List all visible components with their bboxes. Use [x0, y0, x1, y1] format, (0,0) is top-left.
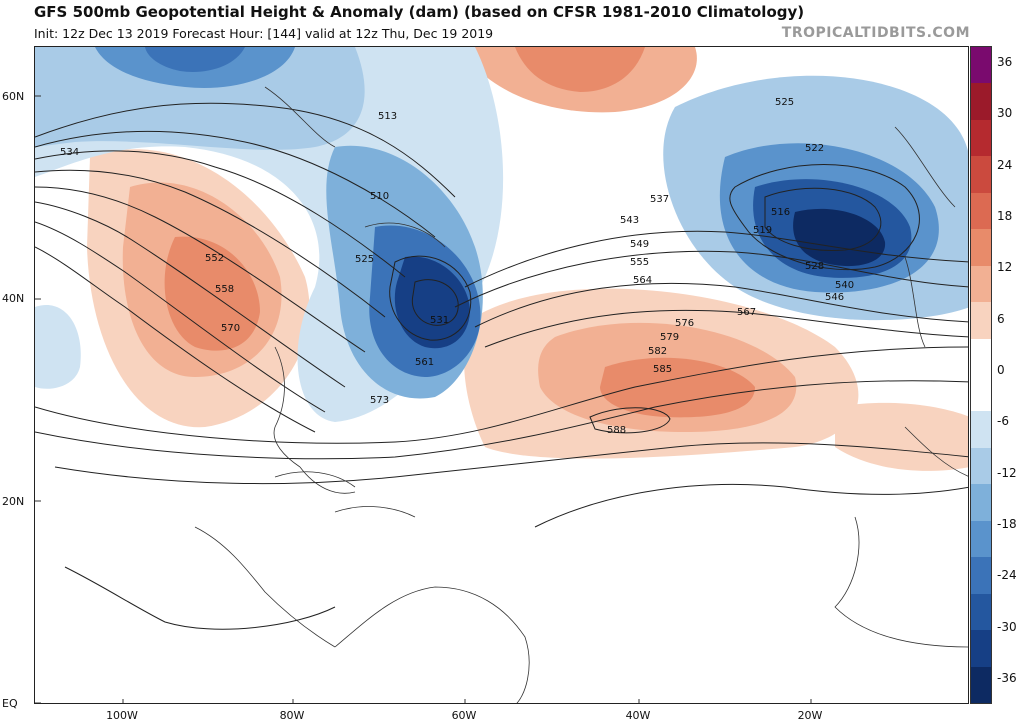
- contour-label: 558: [215, 284, 234, 295]
- colorbar-tick-label: 6: [997, 311, 1005, 326]
- colorbar-tick-label: 36: [997, 55, 1013, 69]
- colorbar-segment: [971, 593, 991, 631]
- contour-label: 561: [415, 357, 434, 368]
- lon-label-20w: 20W: [797, 709, 823, 722]
- negative-anomaly-fields: [35, 47, 968, 422]
- contour-label: 576: [675, 318, 694, 329]
- contour-label: 540: [835, 280, 854, 291]
- contour-label: 588: [607, 425, 626, 436]
- positive-anomaly-fields: [87, 47, 968, 471]
- colorbar-tick-label: 24: [997, 157, 1013, 172]
- lat-label-eq: EQ: [2, 697, 18, 710]
- contour-label: 555: [630, 257, 649, 268]
- contour-label: 546: [825, 292, 844, 303]
- colorbar-segment: [971, 520, 991, 558]
- colorbar-segment: [971, 83, 991, 121]
- contour-label: 513: [378, 111, 397, 122]
- anomaly-map-svg: 513 510 525 516 519 522 525 528 531 534 …: [35, 47, 968, 703]
- contour-labels: 513 510 525 516 519 522 525 528 531 534 …: [60, 97, 854, 436]
- colorbar-segment: [971, 557, 991, 595]
- contour-label: 525: [355, 254, 374, 265]
- lat-label-60n: 60N: [2, 90, 25, 103]
- watermark: TROPICALTIDBITS.COM: [781, 25, 970, 41]
- contour-label: 579: [660, 332, 679, 343]
- contour-label: 531: [430, 315, 449, 326]
- colorbar-segment: [971, 119, 991, 157]
- contour-label: 567: [737, 307, 756, 318]
- contour-label: 552: [205, 253, 224, 264]
- colorbar-segment: [971, 447, 991, 485]
- colorbar-tick-label: -30: [997, 619, 1017, 634]
- map-subtitle: Init: 12z Dec 13 2019 Forecast Hour: [14…: [34, 26, 494, 41]
- anomaly-colorbar: [970, 46, 992, 704]
- colorbar-segment: [971, 265, 991, 303]
- height-contours: [35, 102, 968, 630]
- colorbar-tick-label: 0: [997, 363, 1005, 377]
- lon-label-60w: 60W: [451, 709, 477, 722]
- colorbar-tick-label: 18: [997, 209, 1013, 223]
- colorbar-segment: [971, 192, 991, 230]
- lon-label-100w: 100W: [106, 709, 138, 722]
- contour-label: 570: [221, 323, 240, 334]
- colorbar-segment: [971, 302, 991, 340]
- map-title: GFS 500mb Geopotential Height & Anomaly …: [34, 3, 805, 21]
- contour-label: 522: [805, 143, 824, 154]
- contour-label: 564: [633, 275, 652, 286]
- colorbar-segment: [971, 630, 991, 668]
- contour-label: 573: [370, 395, 389, 406]
- lat-label-20n: 20N: [2, 495, 25, 508]
- lat-label-40n: 40N: [2, 292, 25, 305]
- colorbar-segment: [971, 229, 991, 267]
- colorbar-segment: [971, 375, 991, 412]
- colorbar-tick-label: 12: [997, 260, 1013, 275]
- contour-label: 543: [620, 215, 639, 226]
- contour-label: 525: [775, 97, 794, 108]
- colorbar-segment: [971, 666, 991, 704]
- contour-label: 582: [648, 346, 667, 357]
- contour-label: 534: [60, 147, 79, 158]
- coastlines: [194, 86, 968, 703]
- contour-label: 585: [653, 364, 672, 375]
- contour-label: 516: [771, 207, 790, 218]
- contour-label: 537: [650, 194, 669, 205]
- colorbar-segment: [971, 484, 991, 522]
- colorbar-segment: [971, 411, 991, 449]
- lon-label-40w: 40W: [625, 709, 651, 722]
- colorbar-tick-label: -12: [997, 465, 1017, 480]
- colorbar-tick-label: -24: [997, 568, 1017, 583]
- contour-label: 549: [630, 239, 649, 250]
- colorbar-tick-label: -36: [997, 671, 1017, 685]
- contour-label: 528: [805, 261, 824, 272]
- colorbar-segment: [971, 47, 991, 84]
- contour-label: 519: [753, 225, 772, 236]
- colorbar-segment: [971, 156, 991, 194]
- colorbar-tick-label: -18: [997, 517, 1017, 531]
- contour-label: 510: [370, 191, 389, 202]
- colorbar-tick-label: -6: [997, 414, 1009, 429]
- colorbar-segment: [971, 338, 991, 376]
- graticule: [35, 95, 812, 703]
- colorbar-tick-label: 30: [997, 106, 1013, 121]
- lon-label-80w: 80W: [279, 709, 305, 722]
- map-canvas: 513 510 525 516 519 522 525 528 531 534 …: [34, 46, 969, 704]
